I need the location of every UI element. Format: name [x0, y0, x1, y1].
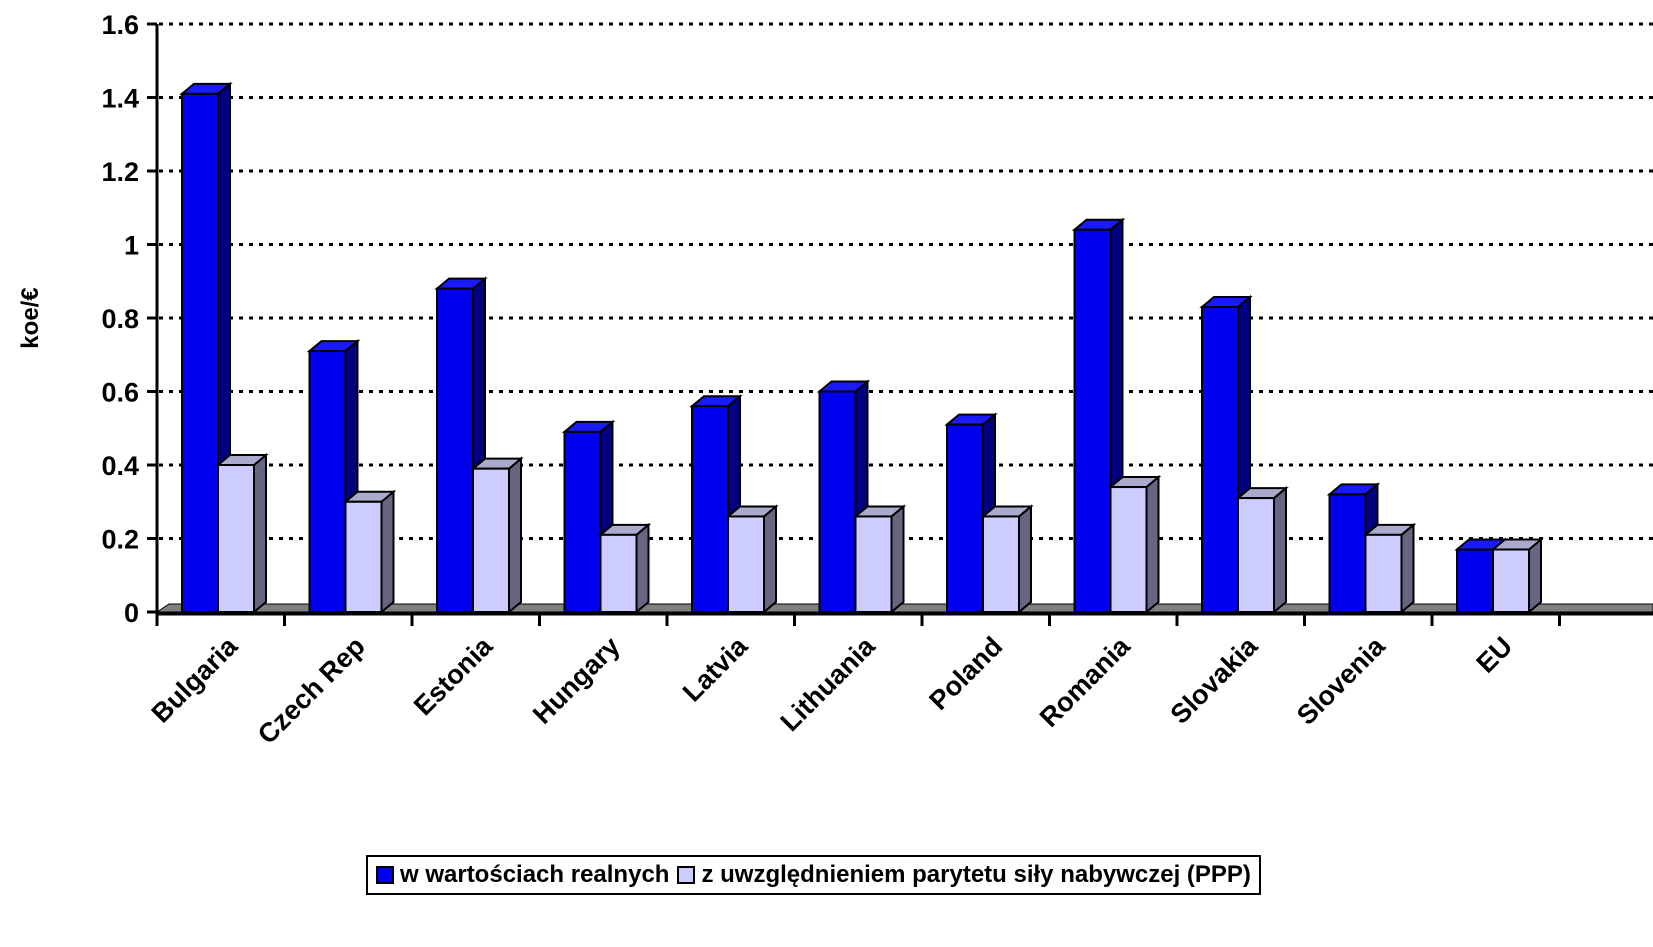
legend-swatch-ppp	[677, 866, 696, 884]
y-tick-label: 1	[124, 231, 139, 261]
y-tick-label: 0.6	[101, 378, 139, 408]
x-category-label: Slovakia	[1165, 630, 1264, 729]
bar-1-czech-rep	[342, 489, 397, 615]
chart-legend: w wartościach realnych z uwzględnieniem …	[366, 855, 1261, 895]
y-tick-label: 0.8	[101, 304, 139, 334]
legend-swatch-real	[376, 866, 394, 884]
x-category-label: Hungary	[527, 631, 626, 730]
y-axis-title: koe/€	[17, 287, 44, 348]
legend-label-ppp: z uwzględnieniem parytetu siły nabywczej…	[701, 861, 1251, 888]
bar-1-eu	[1490, 537, 1544, 615]
bar-1-bulgaria	[215, 452, 269, 615]
bar-1-slovakia	[1235, 485, 1289, 615]
y-tick-label: 0.2	[101, 525, 139, 555]
x-category-label: Estonia	[408, 630, 499, 721]
bar-1-romania	[1107, 474, 1162, 615]
bar-0-slovakia	[1199, 294, 1253, 615]
bar-0-romania	[1071, 217, 1126, 615]
bar-1-poland	[980, 504, 1034, 615]
legend-label-real: w wartościach realnych	[400, 861, 670, 888]
legend-item-ppp: z uwzględnieniem parytetu siły nabywczej…	[677, 861, 1251, 889]
x-category-label: Poland	[923, 631, 1008, 716]
bar-1-slovenia	[1362, 522, 1417, 615]
legend-item-real: w wartościach realnych	[376, 861, 669, 889]
bar-1-hungary	[597, 522, 652, 615]
x-category-label: Bulgaria	[146, 630, 244, 728]
bar-0-latvia	[689, 394, 743, 615]
y-tick-label: 0.4	[101, 451, 139, 481]
y-tick-label: 1.6	[101, 10, 139, 40]
x-category-label: Latvia	[677, 630, 754, 707]
bar-0-estonia	[434, 276, 488, 615]
x-category-label: EU	[1471, 631, 1519, 679]
x-category-label: Lithuania	[775, 630, 882, 737]
y-tick-label: 1.4	[101, 84, 139, 114]
bar-1-latvia	[725, 504, 779, 615]
bar-1-estonia	[470, 456, 524, 615]
bar-1-lithuania	[852, 504, 907, 615]
y-tick-label: 0	[124, 598, 139, 628]
x-category-label: Slovenia	[1291, 630, 1391, 730]
x-category-label: Romania	[1034, 630, 1137, 733]
x-category-label: Czech Rep	[252, 631, 371, 750]
y-tick-label: 1.2	[101, 157, 139, 187]
